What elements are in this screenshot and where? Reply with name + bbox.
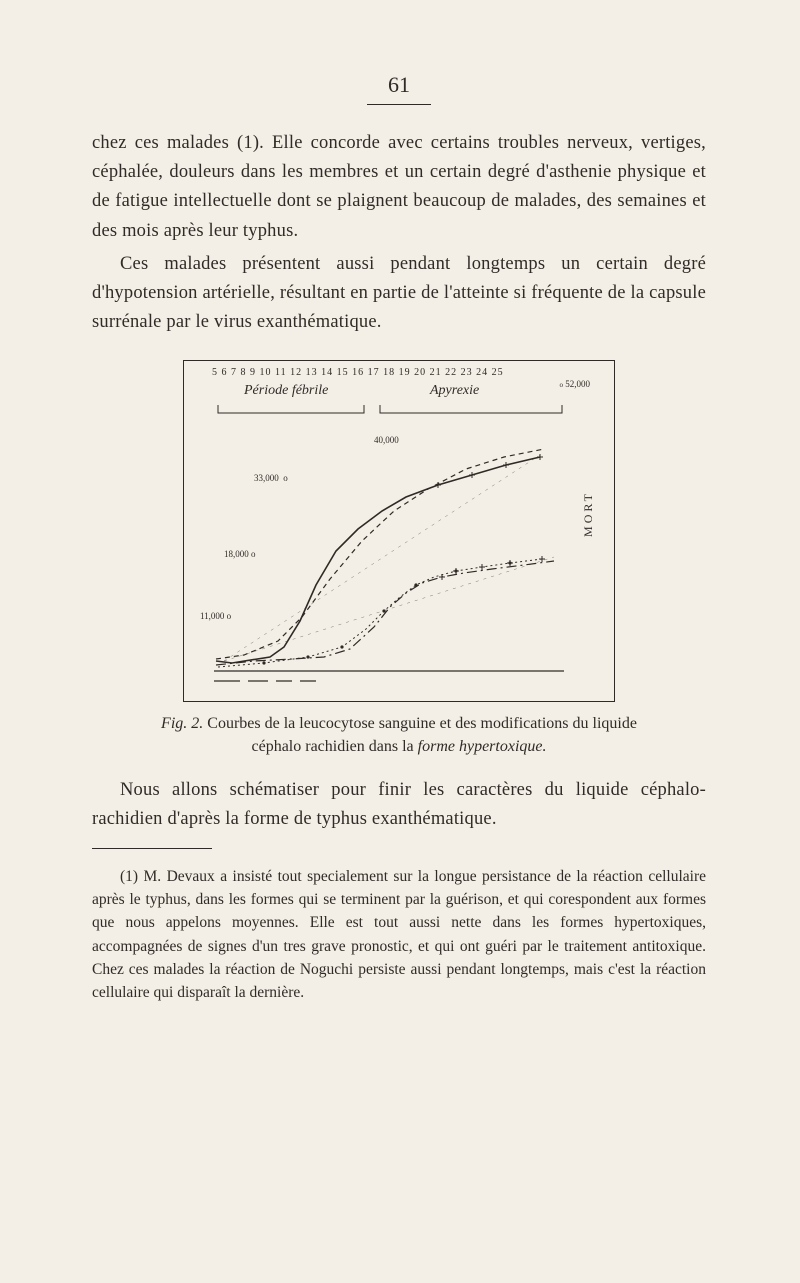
- paragraph-2: Ces malades présentent aussi pendant lon…: [92, 250, 706, 338]
- figure-plus-markers: [435, 454, 545, 580]
- paragraph-1: chez ces malades (1). Elle concorde avec…: [92, 129, 706, 246]
- bracket-right: [380, 405, 562, 413]
- figure-svg: [184, 361, 614, 701]
- figure-2-chart: 5 6 7 8 9 10 11 12 13 14 15 16 17 18 19 …: [183, 360, 615, 702]
- page-number: 61: [92, 72, 706, 98]
- figure-curve-dash-a: [216, 449, 544, 659]
- figure-caption-label: Fig. 2.: [161, 715, 203, 732]
- figure-guideline-1: [224, 455, 540, 661]
- figure-caption: Fig. 2. Courbes de la leucocytose sangui…: [144, 712, 654, 758]
- bracket-left: [218, 405, 364, 413]
- footnote-1: (1) M. Devaux a insisté tout specialemen…: [92, 865, 706, 1005]
- figure-dot-markers: [262, 561, 511, 664]
- page-number-rule: [367, 104, 431, 105]
- figure-curve-solid: [216, 457, 540, 663]
- paragraph-3: Nous allons schématiser pour finir les c…: [92, 776, 706, 834]
- figure-curve-dotted: [218, 559, 542, 667]
- figure-guideline-2: [224, 557, 554, 661]
- footnote-rule: [92, 848, 212, 849]
- figure-caption-italic: forme hypertoxique.: [418, 738, 547, 755]
- figure-curve-dash-b: [216, 561, 554, 665]
